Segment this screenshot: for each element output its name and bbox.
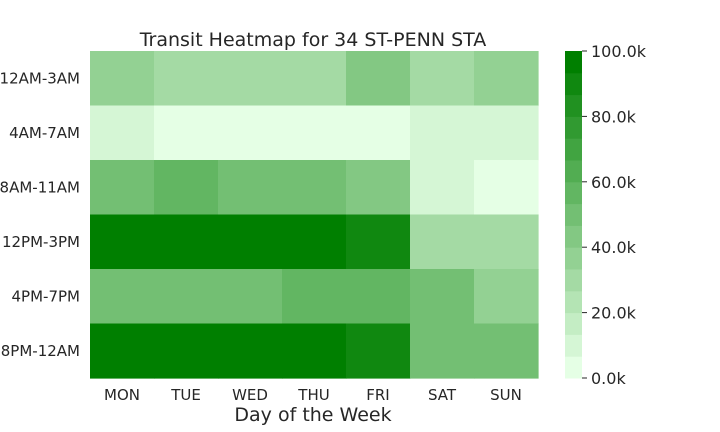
heatmap-cell: [282, 323, 347, 379]
colorbar-segment: [565, 269, 582, 292]
colorbar-segment: [565, 138, 582, 161]
colorbar-segment: [565, 181, 582, 205]
heatmap-cell: [218, 160, 283, 216]
heatmap-cells: [90, 51, 539, 379]
heatmap-cell: [154, 160, 219, 216]
colorbar-segment: [565, 51, 582, 74]
colorbar-segment: [565, 225, 582, 248]
heatmap-cell: [154, 51, 219, 107]
colorbar-segment: [565, 356, 582, 379]
heatmap-cell: [346, 323, 411, 379]
heatmap-cell: [474, 105, 539, 161]
heatmap-cell: [154, 323, 219, 379]
heatmap-cell: [90, 160, 155, 216]
heatmap-cell: [90, 269, 155, 325]
heatmap-cell: [218, 323, 283, 379]
y-tick-labels: 12AM-3AM 4AM-7AM 8AM-11AM 12PM-3PM 4PM-7PM 8P…: [0, 69, 80, 360]
heatmap-cell: [218, 269, 283, 325]
heatmap-cell: [90, 214, 155, 270]
heatmap-cell: [282, 160, 347, 216]
x-tick-label: TUE: [170, 386, 201, 404]
heatmap-cell: [410, 214, 475, 270]
heatmap-cell: [410, 51, 475, 107]
heatmap-cell: [346, 105, 411, 161]
x-tick-label: THU: [297, 386, 329, 404]
colorbar-tick-label: 0.0k: [591, 369, 626, 388]
colorbar-segment: [565, 94, 582, 117]
x-tick-label: SAT: [428, 386, 457, 404]
colorbar-ticks: 0.0k 20.0k 40.0k 60.0k 80.0k 100.0k: [582, 42, 647, 388]
heatmap-cell: [474, 323, 539, 379]
heatmap-cell: [282, 105, 347, 161]
heatmap-cell: [410, 105, 475, 161]
x-tick-label: WED: [232, 386, 268, 404]
heatmap-cell: [282, 269, 347, 325]
y-tick-label: 8AM-11AM: [0, 178, 80, 196]
colorbar-tick-label: 80.0k: [591, 107, 637, 126]
heatmap-cell: [346, 51, 411, 107]
heatmap-cell: [410, 160, 475, 216]
heatmap-cell: [218, 51, 283, 107]
colorbar-tick-label: 60.0k: [591, 173, 637, 192]
x-axis-title: Day of the Week: [234, 404, 391, 426]
colorbar-segment: [565, 160, 582, 183]
heatmap-cell: [410, 323, 475, 379]
colorbar-segment: [565, 72, 582, 96]
x-tick-label: FRI: [366, 386, 389, 404]
heatmap-cell: [474, 269, 539, 325]
heatmap-cell: [346, 160, 411, 216]
heatmap-cell: [154, 105, 219, 161]
colorbar-tick-label: 100.0k: [591, 42, 647, 61]
heatmap-cell: [282, 51, 347, 107]
x-tick-label: SUN: [490, 386, 522, 404]
y-tick-label: 12AM-3AM: [0, 69, 80, 87]
heatmap-cell: [90, 323, 155, 379]
heatmap-cell: [474, 51, 539, 107]
y-tick-label: 8PM-12AM: [1, 342, 80, 360]
x-tick-label: MON: [104, 386, 140, 404]
colorbar: [565, 51, 582, 379]
colorbar-tick-label: 40.0k: [591, 238, 637, 257]
colorbar-segment: [565, 203, 582, 226]
y-tick-label: 4AM-7AM: [9, 124, 80, 142]
heatmap-cell: [410, 269, 475, 325]
heatmap-cell: [474, 214, 539, 270]
heatmap-cell: [346, 214, 411, 270]
heatmap-cell: [154, 269, 219, 325]
colorbar-tick-label: 20.0k: [591, 304, 637, 323]
colorbar-segment: [565, 334, 582, 357]
colorbar-segment: [565, 247, 582, 270]
heatmap-cell: [90, 51, 155, 107]
colorbar-segment: [565, 312, 582, 335]
heatmap-cell: [90, 105, 155, 161]
heatmap-cell: [218, 105, 283, 161]
chart-title: Transit Heatmap for 34 ST-PENN STA: [139, 29, 487, 51]
y-tick-label: 4PM-7PM: [12, 287, 80, 305]
y-tick-label: 12PM-3PM: [2, 233, 80, 251]
x-tick-labels: MON TUE WED THU FRI SAT SUN: [104, 386, 522, 404]
colorbar-segment: [565, 290, 582, 314]
heatmap-cell: [474, 160, 539, 216]
heatmap-cell: [346, 269, 411, 325]
heatmap-cell: [154, 214, 219, 270]
heatmap-cell: [218, 214, 283, 270]
heatmap-cell: [282, 214, 347, 270]
colorbar-segment: [565, 116, 582, 139]
